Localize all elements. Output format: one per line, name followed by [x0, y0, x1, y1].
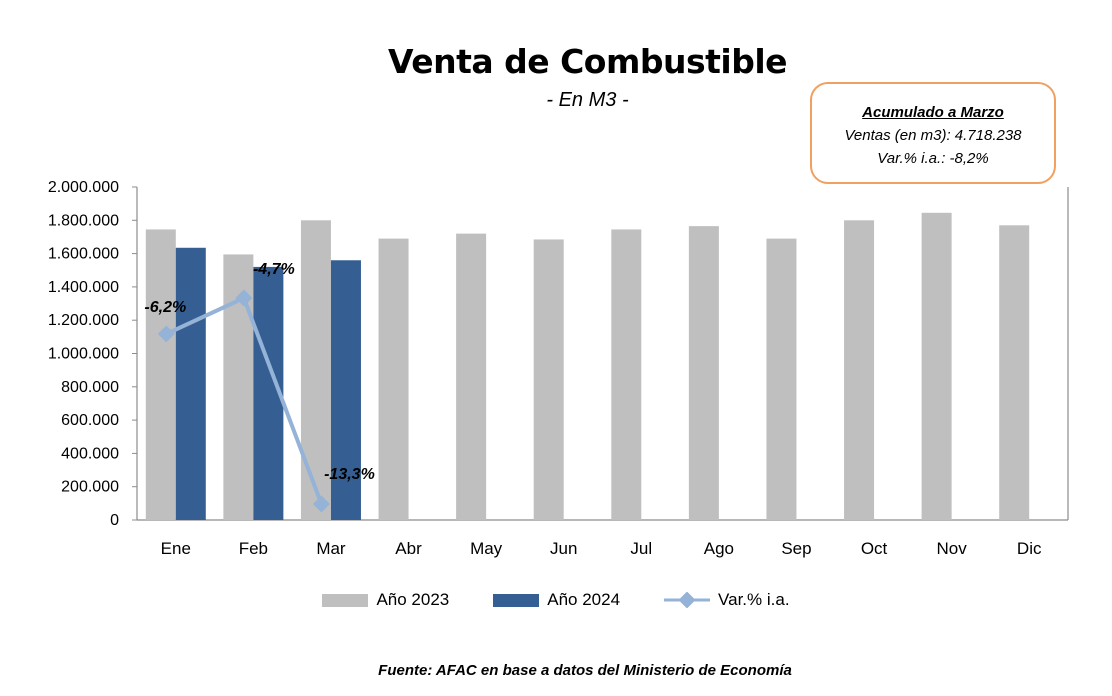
legend-swatch-var [664, 592, 711, 608]
bar-2023 [145, 229, 176, 520]
y-tick-label: 1.200.000 [48, 312, 119, 329]
y-tick-label: 800.000 [61, 379, 119, 396]
legend-label-2023: Año 2023 [376, 590, 450, 609]
legend-item-2023: Año 2023 [322, 590, 449, 610]
bar-2023 [844, 220, 875, 521]
chart-legend: Año 2023 Año 2024 Var.% i.a. [0, 590, 1112, 610]
legend-item-2024: Año 2024 [493, 590, 620, 610]
x-tick-label: May [470, 539, 503, 558]
chart-source: Fuente: AFAC en base a datos del Ministe… [378, 662, 792, 679]
legend-label-2024: Año 2024 [547, 590, 621, 609]
bar-2023 [766, 238, 797, 521]
chart-subtitle: - En M3 - [546, 89, 629, 111]
var-data-label: -4,7% [253, 261, 295, 278]
bar-2024 [330, 260, 361, 520]
summary-box: Acumulado a Marzo Ventas (en m3): 4.718.… [810, 82, 1056, 184]
x-tick-label: Sep [781, 539, 811, 558]
bar-2023 [688, 226, 719, 520]
x-tick-label: Nov [937, 539, 968, 558]
var-data-label: -13,3% [324, 466, 375, 483]
summary-sales: Ventas (en m3): 4.718.238 [844, 127, 1022, 144]
bar-2023 [378, 238, 409, 521]
bar-2023 [999, 225, 1030, 521]
x-tick-label: Jun [550, 539, 577, 558]
y-tick-label: 2.000.000 [48, 179, 119, 196]
chart-plot: 0 200.000 400.000 600.000 800.000 1.000.000 1.… [48, 179, 1069, 558]
var-point [312, 495, 330, 513]
chart-bars [145, 212, 1030, 521]
var-point [235, 289, 253, 307]
x-tick-label: Feb [239, 539, 268, 558]
chart-axes: 0 200.000 400.000 600.000 800.000 1.000.000 1.… [48, 179, 1069, 558]
x-tick-label: Abr [395, 539, 422, 558]
legend-item-var: Var.% i.a. [664, 590, 790, 610]
x-tick-label: Dic [1017, 539, 1042, 558]
summary-var: Var.% i.a.: -8,2% [877, 150, 989, 167]
var-data-label: -6,2% [144, 299, 186, 316]
x-tick-label: Ene [161, 539, 191, 558]
bar-2023 [223, 254, 254, 520]
legend-label-var: Var.% i.a. [718, 590, 790, 609]
y-tick-label: 400.000 [61, 445, 119, 462]
var-point [157, 325, 175, 343]
y-tick-label: 200.000 [61, 479, 119, 496]
chart-title: Venta de Combustible [387, 42, 788, 81]
x-tick-label: Jul [630, 539, 652, 558]
bar-2023 [300, 220, 331, 521]
x-tick-label: Ago [704, 539, 734, 558]
y-tick-label: 600.000 [61, 412, 119, 429]
bar-2023 [921, 212, 952, 520]
bar-2023 [611, 229, 642, 520]
y-tick-label: 1.000.000 [48, 346, 119, 363]
x-tick-label: Oct [861, 539, 888, 558]
bar-2023 [533, 239, 564, 520]
legend-swatch-2023 [322, 593, 369, 607]
summary-heading: Acumulado a Marzo [862, 104, 1004, 121]
bar-2023 [456, 233, 487, 520]
x-tick-label: Mar [316, 539, 346, 558]
chart-line: -6,2% -4,7% -13,3% [144, 261, 375, 513]
y-tick-label: 0 [110, 512, 119, 529]
legend-swatch-2024 [493, 593, 540, 607]
bar-2024 [175, 247, 206, 520]
y-tick-label: 1.400.000 [48, 279, 119, 296]
y-tick-label: 1.600.000 [48, 246, 119, 263]
y-tick-label: 1.800.000 [48, 212, 119, 229]
